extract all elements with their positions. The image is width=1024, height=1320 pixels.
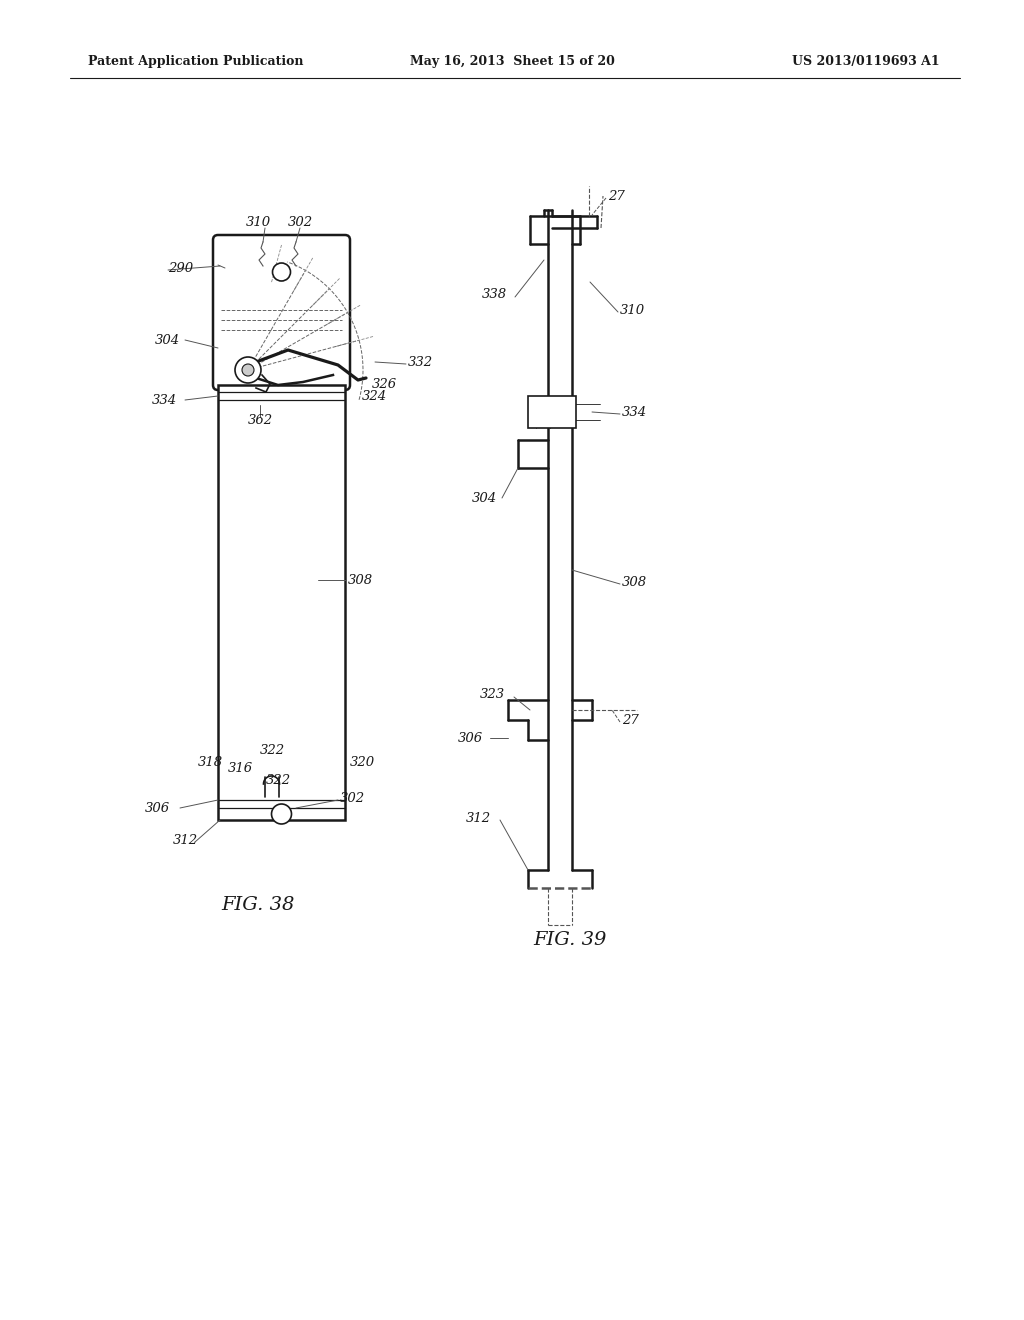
Text: 326: 326 — [372, 379, 397, 392]
Text: 302: 302 — [288, 215, 312, 228]
Text: 323: 323 — [480, 689, 505, 701]
Circle shape — [271, 804, 292, 824]
Text: 304: 304 — [472, 491, 497, 504]
Circle shape — [272, 263, 291, 281]
Text: 362: 362 — [248, 413, 273, 426]
Text: 320: 320 — [350, 755, 375, 768]
Text: 308: 308 — [348, 573, 373, 586]
Text: 324: 324 — [362, 391, 387, 404]
Text: 334: 334 — [152, 393, 177, 407]
Text: 27: 27 — [608, 190, 625, 202]
Text: 306: 306 — [458, 731, 483, 744]
Text: US 2013/0119693 A1: US 2013/0119693 A1 — [793, 55, 940, 69]
Text: 27: 27 — [622, 714, 639, 726]
Text: May 16, 2013  Sheet 15 of 20: May 16, 2013 Sheet 15 of 20 — [410, 55, 614, 69]
Text: 290: 290 — [168, 261, 194, 275]
Text: 304: 304 — [155, 334, 180, 346]
Text: FIG. 38: FIG. 38 — [221, 896, 295, 913]
Circle shape — [234, 356, 261, 383]
Text: 316: 316 — [228, 762, 253, 775]
Text: 334: 334 — [622, 405, 647, 418]
Text: 318: 318 — [198, 755, 223, 768]
Text: 338: 338 — [482, 289, 507, 301]
Bar — [218, 385, 345, 820]
Text: 302: 302 — [340, 792, 366, 804]
Text: 306: 306 — [145, 801, 170, 814]
Text: 322: 322 — [265, 774, 291, 787]
Text: 332: 332 — [408, 355, 433, 368]
FancyBboxPatch shape — [213, 235, 350, 389]
Text: 322: 322 — [259, 743, 285, 756]
Text: 310: 310 — [620, 304, 645, 317]
Text: Patent Application Publication: Patent Application Publication — [88, 55, 303, 69]
Text: 310: 310 — [246, 215, 270, 228]
Text: 308: 308 — [622, 576, 647, 589]
Bar — [528, 396, 575, 428]
Text: 312: 312 — [466, 812, 492, 825]
Text: FIG. 39: FIG. 39 — [534, 931, 606, 949]
Circle shape — [242, 364, 254, 376]
Text: 312: 312 — [173, 833, 198, 846]
